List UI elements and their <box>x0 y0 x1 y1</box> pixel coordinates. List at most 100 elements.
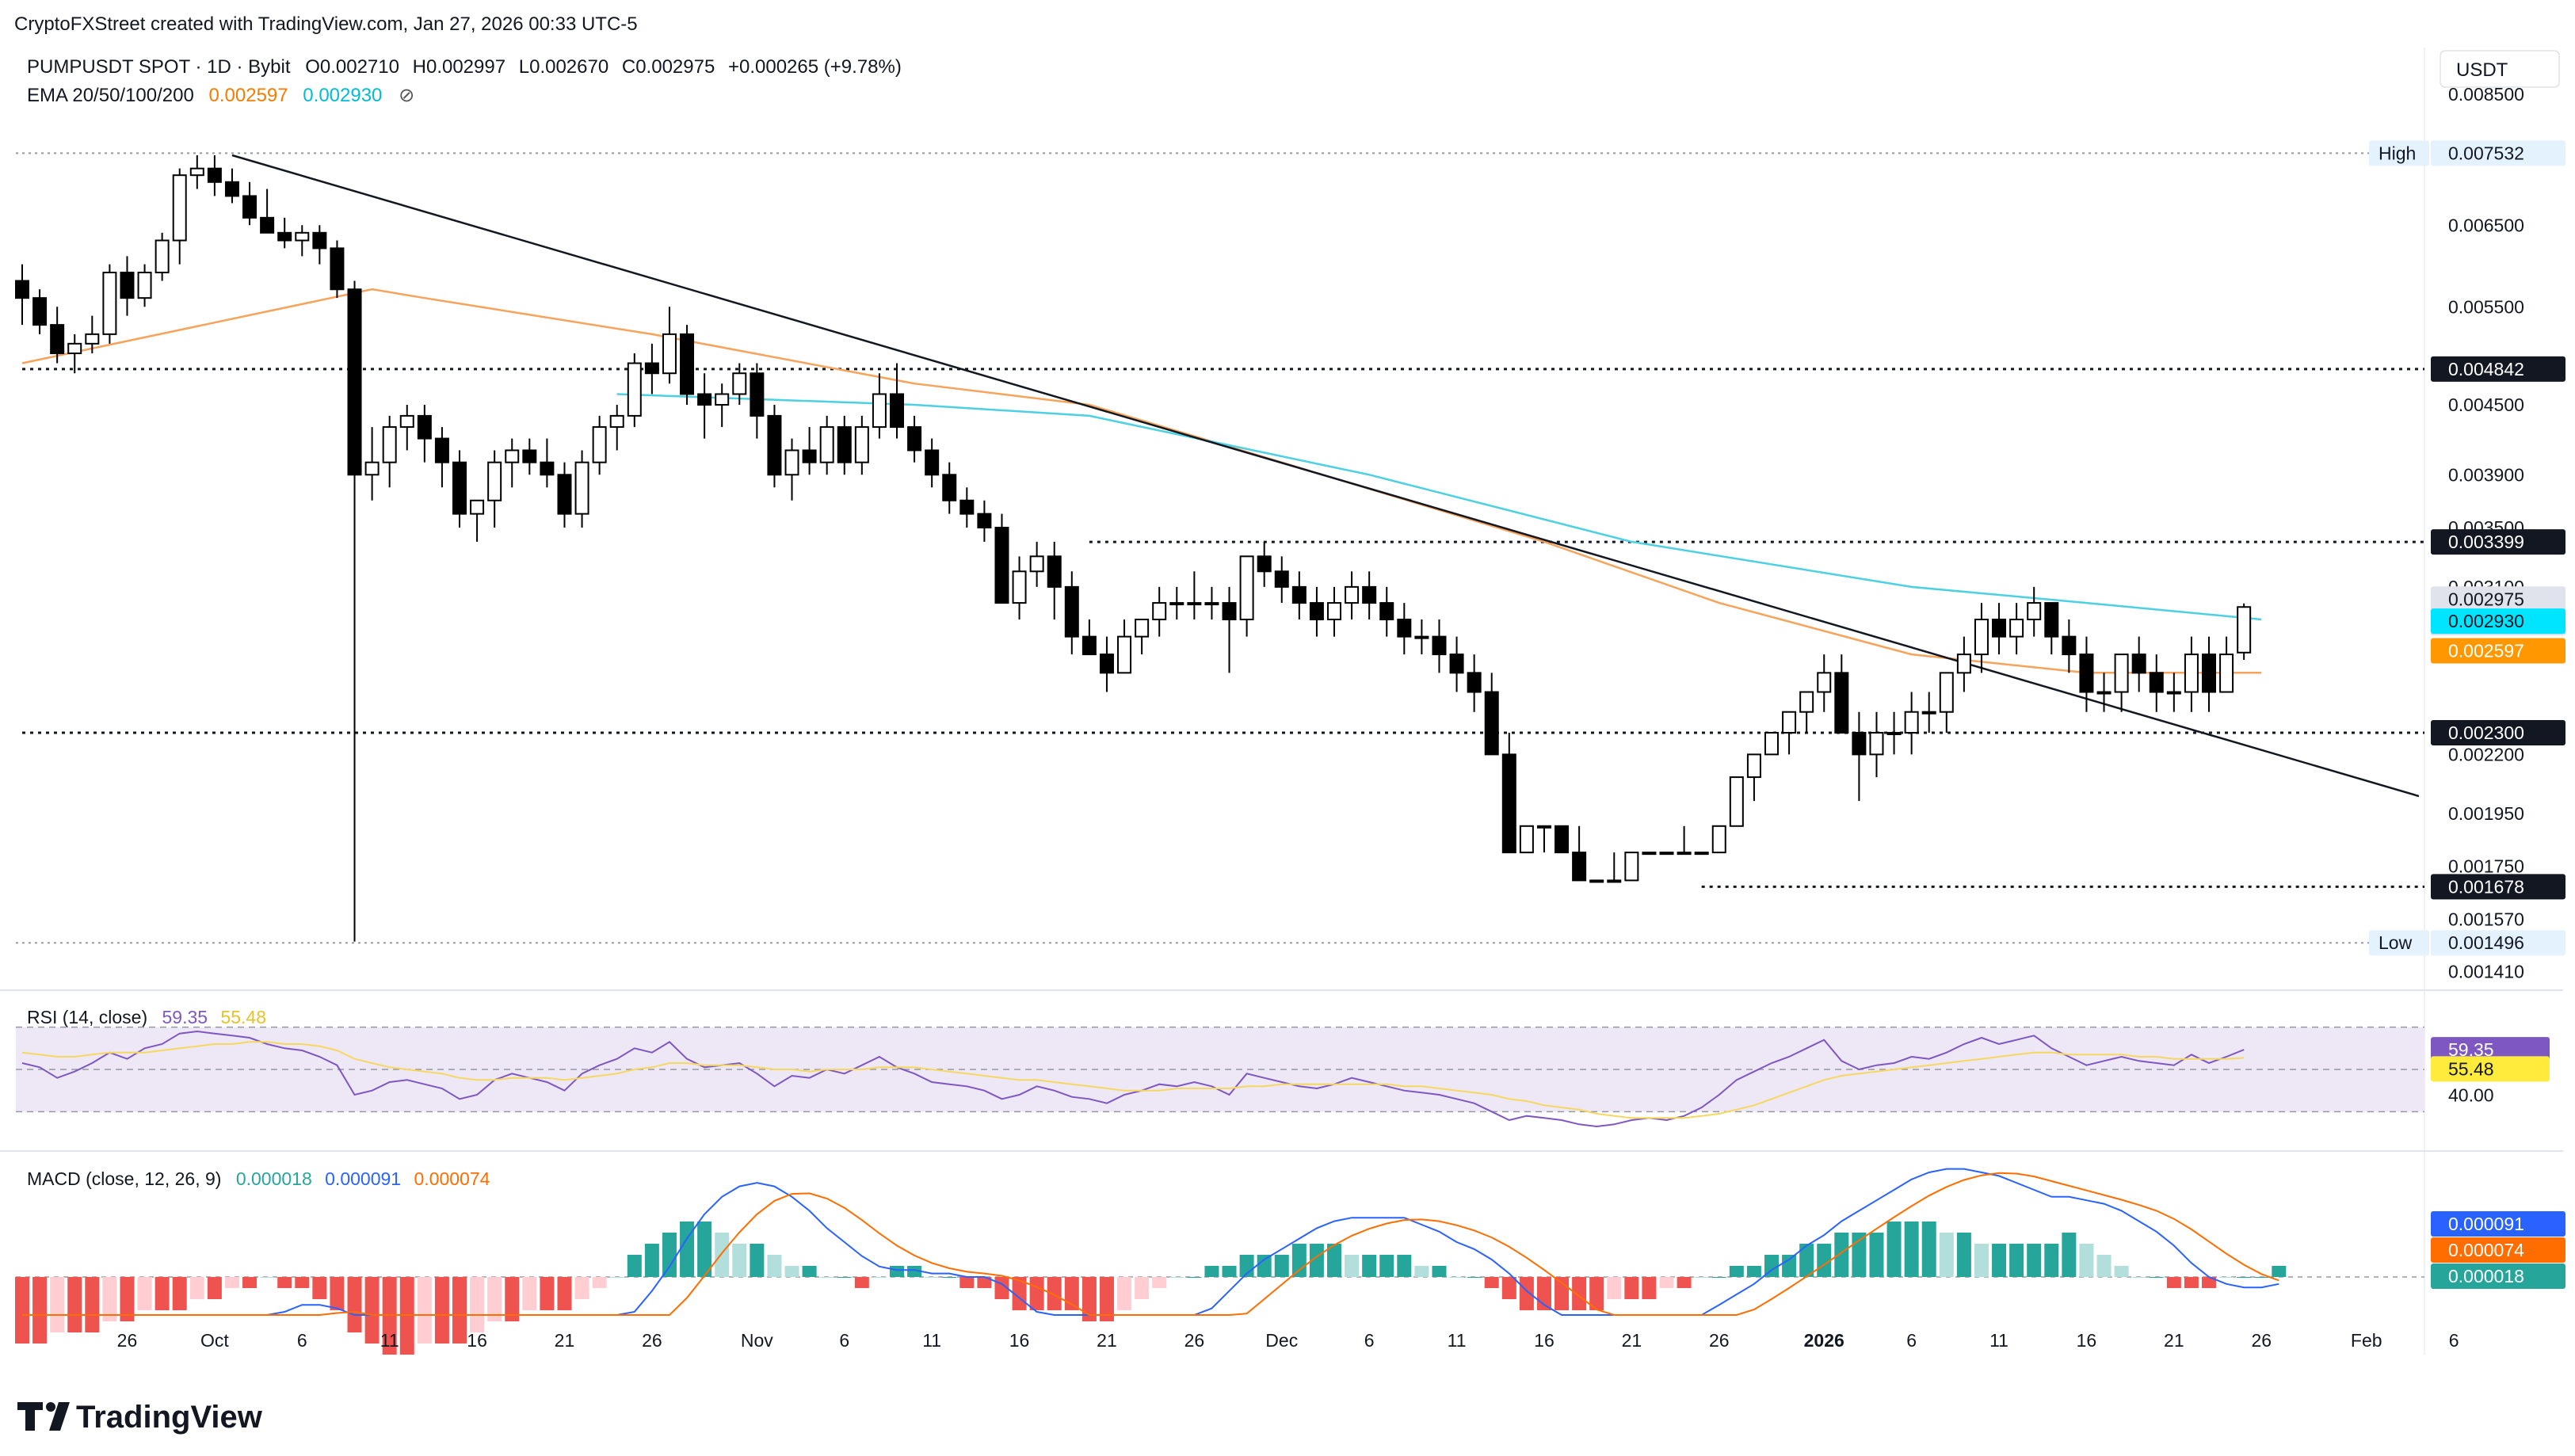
candle <box>1974 603 1989 673</box>
macd-hist-bar <box>1677 1277 1692 1288</box>
candle <box>1327 586 1341 637</box>
macd-hist-bar <box>1274 1255 1289 1277</box>
candle-body <box>819 426 834 463</box>
time-tick-label: Oct <box>200 1330 229 1351</box>
candle <box>1555 825 1570 854</box>
horizontal-levels <box>16 152 2424 944</box>
candle <box>50 307 65 364</box>
time-tick-label: 16 <box>467 1330 487 1351</box>
candle <box>1274 556 1289 604</box>
price-tick-label: 0.002200 <box>2448 744 2524 764</box>
candle <box>1659 852 1674 856</box>
candle-body <box>2184 654 2199 693</box>
candle <box>767 405 782 488</box>
candle-body <box>872 393 887 429</box>
candle-body <box>609 414 624 429</box>
time-tick-label: 11 <box>1448 1330 1467 1351</box>
time-tick-label: 6 <box>1364 1330 1375 1351</box>
candle-body <box>1764 731 1779 756</box>
candle <box>2009 603 2024 655</box>
macd-hist-bar <box>2044 1244 2059 1277</box>
candle-body <box>1904 711 1919 734</box>
candle-body <box>644 362 659 375</box>
visibility-icon[interactable]: ⊘ <box>399 85 414 106</box>
candle <box>854 415 869 475</box>
macd-hist-bar <box>1956 1233 1971 1277</box>
time-tick-label: 26 <box>117 1330 138 1351</box>
candle-body <box>1047 555 1062 588</box>
rsi-ma-line <box>21 1041 2245 1119</box>
level-badge: 0.001678 <box>2448 876 2524 897</box>
candle-body <box>1257 555 1272 573</box>
candle <box>15 264 29 326</box>
macd-hist-bar <box>1187 1277 1202 1278</box>
low-badge-bg <box>2431 930 2565 956</box>
macd-label: MACD (close, 12, 26, 9) <box>27 1168 221 1189</box>
macd-hist-bar <box>32 1277 48 1344</box>
ema100-value: 0.002930 <box>303 85 382 106</box>
macd-hist-bar <box>680 1222 695 1277</box>
level-badge-bg <box>2431 356 2565 382</box>
candle-body <box>925 449 940 476</box>
macd-hist-bar <box>330 1277 345 1310</box>
candle <box>1309 586 1324 637</box>
candle <box>680 325 695 406</box>
candle-body <box>1834 672 1849 734</box>
candle <box>487 450 502 528</box>
candle <box>1187 571 1202 620</box>
candle-body <box>2149 672 2164 693</box>
macd-hist-bar <box>540 1277 555 1310</box>
candle <box>802 427 817 475</box>
candle <box>2131 636 2146 692</box>
candle <box>1817 654 1832 712</box>
macd-hist-bar <box>67 1277 82 1332</box>
candle-body <box>1555 825 1570 854</box>
candle <box>1869 711 1884 778</box>
candle <box>1886 711 1902 755</box>
candle-body <box>592 426 607 463</box>
candle-body <box>1239 555 1254 621</box>
level-badge: 0.002300 <box>2448 722 2524 743</box>
candle-body <box>312 231 327 250</box>
candle-body <box>1484 691 1499 756</box>
macd-hist-bar <box>1921 1222 1936 1277</box>
currency-button[interactable] <box>2440 50 2560 88</box>
candle <box>994 513 1009 604</box>
macd-hist-bar <box>1152 1277 1167 1288</box>
macd-hist-bar <box>1501 1277 1516 1299</box>
change-value: +0.000265 (+9.78%) <box>728 56 902 78</box>
candle-body <box>1607 879 1622 883</box>
macd-hist-bar <box>2027 1244 2042 1277</box>
macd-hist-bar <box>1362 1255 1377 1277</box>
macd-hist-bar <box>2079 1244 2094 1277</box>
candle-body <box>1274 570 1289 588</box>
candle-body <box>907 426 922 452</box>
time-tick-label: 6 <box>1906 1330 1917 1351</box>
macd-hist-bar <box>1309 1244 1324 1277</box>
rsi-ma-badge-bg <box>2431 1056 2550 1082</box>
candle-body <box>750 372 765 417</box>
time-axis[interactable]: 26 Oct 6 11 16 21 26 Nov 6 11 16 21 26 Dec 6 11 16 21 26 20… <box>117 1330 2459 1351</box>
macd-hist-bar <box>1659 1277 1674 1288</box>
macd-hist-bar <box>1607 1277 1622 1299</box>
price-tick-label: 0.003900 <box>2448 464 2524 485</box>
macd-hist-bar <box>1572 1277 1587 1310</box>
time-tick-label: 6 <box>839 1330 849 1351</box>
candle <box>1064 571 1079 655</box>
attribution-text: CryptoFXStreet created with TradingView.… <box>14 13 638 35</box>
candle <box>1921 692 1936 733</box>
candle-body <box>1659 852 1674 856</box>
candle <box>224 168 239 204</box>
candle <box>644 343 659 394</box>
macd-hist-bar <box>1135 1277 1150 1299</box>
candle <box>609 405 624 451</box>
candle <box>120 256 135 316</box>
candle-body <box>1135 619 1150 638</box>
candle-body <box>574 461 589 515</box>
descending-trendline <box>231 154 2420 798</box>
ema50-badge: 0.002597 <box>2448 641 2524 661</box>
macd-hist-bar <box>1064 1277 1079 1310</box>
macd-hist-bar <box>2219 1277 2234 1278</box>
